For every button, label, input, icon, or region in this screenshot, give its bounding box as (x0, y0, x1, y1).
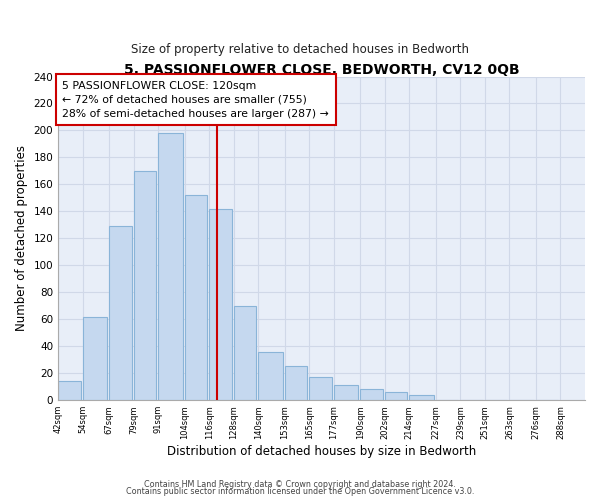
Bar (158, 133, 183, 400)
Bar (234, 306, 256, 400)
Bar (385, 392, 407, 400)
Bar (134, 171, 156, 400)
Y-axis label: Number of detached properties: Number of detached properties (15, 146, 28, 332)
Bar (361, 390, 383, 400)
Bar (334, 386, 358, 400)
Bar (310, 378, 332, 400)
Bar (58, 382, 80, 400)
Bar (285, 366, 307, 400)
X-axis label: Distribution of detached houses by size in Bedworth: Distribution of detached houses by size … (167, 444, 476, 458)
Text: Contains public sector information licensed under the Open Government Licence v3: Contains public sector information licen… (126, 488, 474, 496)
Bar (83, 316, 107, 400)
Bar (109, 226, 131, 400)
Text: Size of property relative to detached houses in Bedworth: Size of property relative to detached ho… (131, 42, 469, 56)
Text: 5 PASSIONFLOWER CLOSE: 120sqm
← 72% of detached houses are smaller (755)
28% of : 5 PASSIONFLOWER CLOSE: 120sqm ← 72% of d… (62, 80, 329, 118)
Bar (185, 195, 207, 400)
Bar (209, 208, 232, 400)
Text: Contains HM Land Registry data © Crown copyright and database right 2024.: Contains HM Land Registry data © Crown c… (144, 480, 456, 489)
Bar (409, 395, 434, 400)
Bar (258, 352, 283, 400)
Title: 5, PASSIONFLOWER CLOSE, BEDWORTH, CV12 0QB: 5, PASSIONFLOWER CLOSE, BEDWORTH, CV12 0… (124, 62, 520, 76)
